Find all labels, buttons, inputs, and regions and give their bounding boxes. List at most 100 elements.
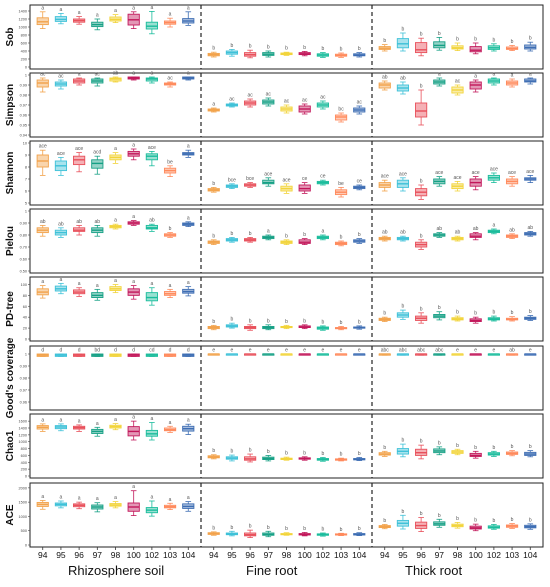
- significance-letter: b: [212, 181, 215, 187]
- significance-letter: ace: [264, 171, 272, 177]
- significance-letter: b: [492, 37, 495, 43]
- significance-letter: a: [187, 280, 190, 286]
- y-tick-label: 0.97: [20, 389, 27, 393]
- significance-letter: b: [358, 526, 361, 532]
- y-tick-label: 1: [25, 210, 27, 214]
- significance-letter: ce: [320, 174, 326, 180]
- significance-letter: a: [114, 218, 117, 224]
- significance-letter: b: [383, 445, 386, 451]
- significance-letter: ab: [113, 71, 119, 77]
- significance-letter: a: [96, 421, 99, 427]
- panel-frame: [29, 208, 544, 274]
- significance-letter: a: [41, 5, 44, 11]
- significance-letter: ab: [473, 226, 479, 232]
- significance-letter: b: [456, 37, 459, 43]
- significance-letter: a: [132, 484, 135, 490]
- significance-letter: b: [402, 304, 405, 310]
- y-axis-label: Good's coverage: [5, 337, 16, 418]
- y-tick-label: 10: [23, 142, 27, 146]
- significance-letter: b: [303, 450, 306, 456]
- significance-letter: b: [420, 233, 423, 239]
- x-tick-label: 103: [163, 550, 177, 560]
- significance-letter: abc: [399, 348, 408, 354]
- significance-letter: ac: [357, 100, 363, 106]
- significance-letter: d: [60, 348, 63, 354]
- significance-letter: b: [285, 526, 288, 532]
- y-tick-label: 1: [25, 74, 27, 78]
- significance-letter: e: [303, 348, 306, 354]
- x-tick-label: 100: [127, 550, 141, 560]
- significance-letter: a: [78, 10, 81, 16]
- significance-letter: abc: [381, 348, 390, 354]
- x-tick-label: 95: [227, 550, 237, 560]
- x-tick-label: 103: [505, 550, 519, 560]
- y-tick-label: 600: [21, 42, 27, 46]
- significance-letter: e: [285, 348, 288, 354]
- y-tick-label: 400: [21, 461, 27, 465]
- significance-letter: b: [474, 37, 477, 43]
- x-tick-label: 98: [453, 550, 463, 560]
- y-tick-label: 0.50: [20, 270, 27, 274]
- x-tick-label: 97: [93, 550, 103, 560]
- y-tick-label: 0.98: [20, 377, 27, 381]
- y-tick-label: 1400: [19, 427, 27, 431]
- significance-letter: ace: [453, 175, 461, 181]
- y-tick-label: 200: [21, 468, 27, 472]
- significance-letter: b: [511, 39, 514, 45]
- y-tick-label: 0.70: [20, 246, 27, 250]
- y-tick-label: 1: [25, 353, 27, 357]
- significance-letter: e: [529, 348, 532, 354]
- x-tick-label: 96: [416, 550, 426, 560]
- significance-letter: b: [456, 443, 459, 449]
- y-tick-label: 8: [25, 166, 27, 170]
- panel-frame: [29, 413, 544, 479]
- y-tick-label: 6: [25, 190, 27, 194]
- significance-letter: ab: [437, 226, 443, 232]
- group-label-rhizosphere-soil: Rhizosphere soil: [68, 563, 165, 578]
- significance-letter: a: [150, 71, 153, 77]
- significance-letter: bce: [228, 177, 236, 183]
- significance-letter: b: [231, 231, 234, 237]
- significance-letter: b: [492, 310, 495, 316]
- panel-frame: [29, 482, 544, 548]
- group-label-thick-root: Thick root: [405, 563, 463, 578]
- significance-letter: ace: [472, 170, 480, 176]
- significance-letter: ab: [400, 76, 406, 82]
- significance-letter: ab: [509, 227, 515, 233]
- significance-letter: be: [167, 159, 173, 165]
- y-tick-label: 7: [25, 178, 27, 182]
- significance-letter: b: [231, 43, 234, 49]
- significance-letter: b: [402, 509, 405, 515]
- significance-letter: a: [511, 73, 514, 79]
- significance-letter: ace: [508, 170, 516, 176]
- significance-letter: e: [456, 348, 459, 354]
- significance-letter: b: [321, 527, 324, 533]
- significance-letter: a: [267, 229, 270, 235]
- significance-letter: a: [492, 72, 495, 78]
- significance-letter: ace: [435, 170, 443, 176]
- significance-letter: bd: [95, 348, 101, 354]
- significance-letter: b: [383, 311, 386, 317]
- x-tick-label: 94: [209, 550, 219, 560]
- x-tick-label: 96: [245, 550, 255, 560]
- y-tick-label: 1000: [19, 515, 27, 519]
- box: [145, 292, 158, 302]
- y-tick-label: 1000: [19, 440, 27, 444]
- y-tick-label: 1200: [19, 433, 27, 437]
- significance-letter: ace: [399, 171, 407, 177]
- significance-letter: b: [511, 444, 514, 450]
- y-axis-label: Chao1: [5, 430, 16, 461]
- y-tick-label: 5: [25, 202, 27, 206]
- significance-letter: e: [340, 348, 343, 354]
- significance-letter: e: [249, 348, 252, 354]
- y-tick-label: 500: [21, 529, 27, 533]
- significance-letter: b: [249, 318, 252, 324]
- significance-letter: a: [78, 72, 81, 78]
- significance-letter: b: [511, 310, 514, 316]
- significance-letter: ac: [229, 97, 235, 103]
- significance-letter: ac: [455, 79, 461, 85]
- significance-letter: b: [249, 231, 252, 237]
- x-tick-label: 97: [264, 550, 274, 560]
- significance-letter: cd: [149, 348, 155, 354]
- y-tick-label: 0.98: [20, 94, 27, 98]
